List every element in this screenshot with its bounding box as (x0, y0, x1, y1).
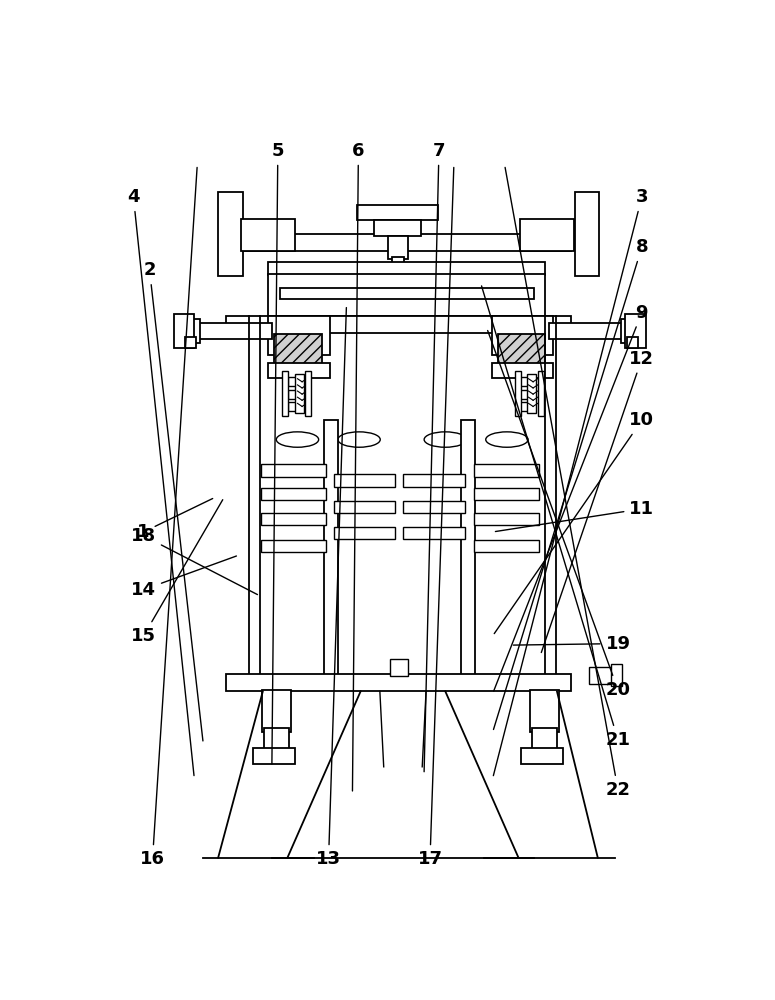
Bar (374, 220, 421, 235)
Bar (474, 464, 539, 477)
Ellipse shape (424, 432, 467, 447)
Ellipse shape (486, 432, 528, 447)
Bar (611, 664, 622, 686)
Bar (388, 235, 408, 259)
Text: 14: 14 (131, 556, 236, 599)
Text: 15: 15 (131, 500, 222, 645)
Bar (403, 474, 464, 487)
Bar (295, 374, 305, 413)
Bar (392, 257, 404, 268)
Text: 17: 17 (418, 167, 454, 868)
Bar (288, 402, 300, 411)
Bar (520, 377, 532, 386)
Bar (520, 389, 532, 399)
Bar (460, 420, 474, 678)
Ellipse shape (338, 432, 381, 447)
Bar (184, 323, 272, 339)
Bar (334, 474, 395, 487)
Bar (474, 540, 539, 552)
Text: 1: 1 (137, 499, 212, 541)
Bar (334, 527, 395, 539)
Text: 4: 4 (127, 188, 194, 776)
Bar (588, 667, 613, 684)
Text: 8: 8 (494, 238, 648, 729)
Bar (226, 234, 571, 251)
Bar (282, 371, 288, 416)
Text: 11: 11 (495, 500, 654, 532)
Bar (474, 488, 539, 500)
Bar (262, 690, 291, 732)
Text: 21: 21 (481, 286, 631, 749)
Text: 9: 9 (494, 304, 648, 691)
Bar (253, 748, 295, 764)
Bar (260, 464, 326, 477)
Bar (280, 288, 534, 299)
Bar (260, 540, 326, 552)
Bar (268, 274, 546, 316)
Bar (268, 316, 330, 355)
Bar (625, 314, 646, 348)
Text: 12: 12 (541, 350, 654, 653)
Bar (264, 728, 289, 750)
Bar (549, 323, 638, 339)
Text: 2: 2 (143, 261, 203, 741)
Bar (274, 334, 322, 365)
Bar (241, 219, 295, 251)
Bar (520, 219, 574, 251)
Bar (305, 371, 312, 416)
Bar (260, 513, 326, 525)
Bar (521, 748, 563, 764)
Bar (627, 337, 638, 348)
Bar (185, 337, 196, 348)
Bar (184, 319, 201, 343)
Bar (403, 527, 464, 539)
Bar (530, 690, 560, 732)
Bar (491, 363, 553, 378)
Bar (491, 316, 553, 355)
Text: 3: 3 (494, 188, 648, 776)
Text: 16: 16 (140, 167, 197, 868)
Bar (575, 192, 599, 276)
Bar (403, 501, 464, 513)
Bar (288, 377, 300, 386)
Text: 6: 6 (352, 142, 365, 791)
Text: 18: 18 (131, 527, 257, 595)
Bar (268, 262, 546, 275)
Bar (390, 659, 408, 676)
Bar (356, 205, 438, 220)
Bar (474, 513, 539, 525)
Bar (226, 674, 571, 691)
Bar (324, 420, 338, 678)
Ellipse shape (277, 432, 319, 447)
Bar (268, 363, 330, 378)
Bar (288, 389, 300, 399)
Text: 13: 13 (316, 308, 346, 868)
Text: 19: 19 (513, 635, 631, 653)
Bar (174, 314, 194, 348)
Text: 5: 5 (271, 142, 284, 764)
Bar (498, 334, 546, 365)
Bar (532, 728, 557, 750)
Text: 22: 22 (505, 167, 631, 799)
Text: 7: 7 (424, 142, 445, 772)
Bar (520, 402, 532, 411)
Bar (527, 374, 536, 413)
Bar (621, 319, 638, 343)
Bar (334, 501, 395, 513)
Bar (515, 371, 521, 416)
Bar (219, 192, 243, 276)
Bar (538, 371, 544, 416)
Bar (260, 488, 326, 500)
Text: 20: 20 (487, 331, 631, 699)
Bar (226, 316, 571, 333)
Text: 10: 10 (494, 411, 654, 634)
